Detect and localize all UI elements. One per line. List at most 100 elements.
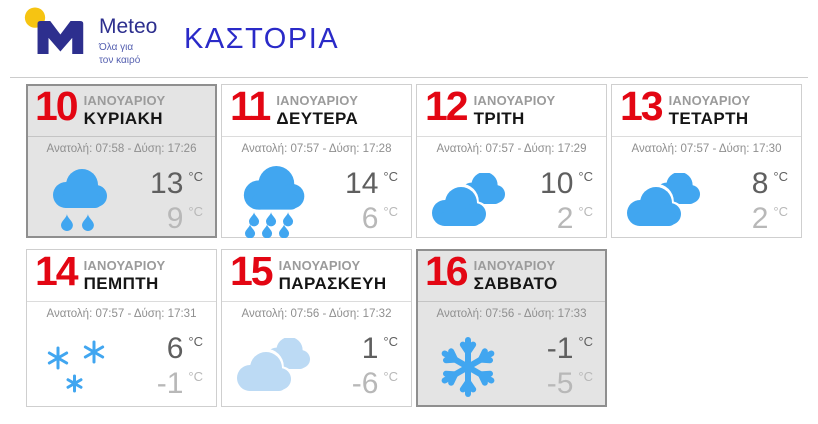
- month-label: ΙΑΝΟΥΑΡΙΟΥ: [473, 93, 556, 108]
- month-label: ΙΑΝΟΥΑΡΙΟΥ: [668, 93, 751, 108]
- temp-unit: °C: [578, 169, 593, 185]
- month-label: ΙΑΝΟΥΑΡΙΟΥ: [473, 258, 556, 273]
- temp-unit: °C: [383, 334, 398, 350]
- month-label: ΙΑΝΟΥΑΡΙΟΥ: [83, 258, 166, 273]
- date-number: 13: [620, 83, 664, 129]
- snow-light-icon: [35, 335, 121, 399]
- header-divider: [10, 77, 808, 78]
- day-card-body: -1 °C -5 °C: [425, 327, 598, 407]
- high-temp: -1 °C: [546, 332, 593, 366]
- temperatures: 13 °C 9 °C: [121, 169, 208, 234]
- temp-unit: °C: [188, 369, 203, 384]
- temperatures: -1 °C -5 °C: [511, 334, 598, 399]
- high-temp: 13 °C: [150, 167, 203, 201]
- day-card[interactable]: 10 ΙΑΝΟΥΑΡΙΟΥ ΚΥΡΙΑΚΗ Ανατολή: 07:58 - Δ…: [26, 84, 217, 238]
- card-divider: [612, 136, 801, 137]
- day-card-body: 13 °C 9 °C: [35, 162, 208, 242]
- date-number: 16: [425, 248, 469, 294]
- date-text: ΙΑΝΟΥΑΡΙΟΥ ΤΕΤΑΡΤΗ: [669, 90, 751, 129]
- temp-unit: °C: [773, 204, 788, 219]
- clouds-pale-icon: [230, 338, 318, 396]
- meteo-logo[interactable]: Meteo Όλα για τον καιρό: [24, 6, 157, 67]
- day-card-body: 14 °C 6 °C: [230, 162, 403, 242]
- temp-unit: °C: [383, 369, 398, 384]
- sunrise-sunset: Ανατολή: 07:56 - Δύση: 17:32: [241, 308, 392, 320]
- day-card[interactable]: 11 ΙΑΝΟΥΑΡΙΟΥ ΔΕΥΤΕΡΑ Ανατολή: 07:57 - Δ…: [221, 84, 412, 238]
- date-number: 10: [35, 83, 79, 129]
- page-title: ΚΑΣΤΟΡΙΑ: [184, 23, 340, 55]
- low-temp: 2 °C: [751, 202, 788, 235]
- day-card[interactable]: 13 ΙΑΝΟΥΑΡΙΟΥ ΤΕΤΑΡΤΗ Ανατολή: 07:57 - Δ…: [611, 84, 802, 238]
- low-temp: -5 °C: [546, 367, 593, 400]
- day-name: ΚΥΡΙΑΚΗ: [83, 109, 163, 128]
- temp-unit: °C: [383, 204, 398, 219]
- card-divider: [222, 136, 411, 137]
- date-number: 12: [425, 83, 469, 129]
- low-temp: 2 °C: [556, 202, 593, 235]
- high-temp: 6 °C: [166, 332, 203, 366]
- high-temp: 14 °C: [345, 167, 398, 201]
- day-card-header: 16 ΙΑΝΟΥΑΡΙΟΥ ΣΑΒΒΑΤΟ: [425, 248, 598, 297]
- month-label: ΙΑΝΟΥΑΡΙΟΥ: [83, 93, 166, 108]
- sunrise-sunset: Ανατολή: 07:57 - Δύση: 17:28: [241, 143, 392, 155]
- day-card[interactable]: 15 ΙΑΝΟΥΑΡΙΟΥ ΠΑΡΑΣΚΕΥΗ Ανατολή: 07:56 -…: [221, 249, 412, 407]
- date-text: ΙΑΝΟΥΑΡΙΟΥ ΤΡΙΤΗ: [474, 90, 556, 129]
- high-temp: 8 °C: [751, 167, 788, 201]
- card-divider: [417, 136, 606, 137]
- sunrise-sunset: Ανατολή: 07:56 - Δύση: 17:33: [436, 308, 587, 320]
- day-name: ΔΕΥΤΕΡΑ: [276, 109, 359, 128]
- date-text: ΙΑΝΟΥΑΡΙΟΥ ΔΕΥΤΕΡΑ: [276, 90, 358, 129]
- card-divider: [28, 136, 215, 137]
- temp-unit: °C: [188, 204, 203, 219]
- site-header: Meteo Όλα για τον καιρό ΚΑΣΤΟΡΙΑ: [0, 0, 818, 77]
- day-name: ΠΕΜΠΤΗ: [83, 274, 159, 293]
- brand-tagline: Όλα για τον καιρό: [99, 42, 141, 66]
- card-divider: [27, 301, 216, 302]
- day-card-body: 6 °C -1 °C: [35, 327, 208, 407]
- day-name: ΣΑΒΒΑΤΟ: [473, 274, 558, 293]
- temperatures: 6 °C -1 °C: [121, 334, 208, 399]
- day-card[interactable]: 14 ΙΑΝΟΥΑΡΙΟΥ ΠΕΜΠΤΗ Ανατολή: 07:57 - Δύ…: [26, 249, 217, 407]
- rain-light-icon: [35, 169, 121, 235]
- day-card-body: 1 °C -6 °C: [230, 327, 403, 407]
- card-divider: [418, 301, 605, 302]
- date-number: 15: [230, 248, 274, 294]
- logo-text: Meteo Όλα για τον καιρό: [99, 6, 157, 67]
- temp-unit: °C: [578, 334, 593, 350]
- low-temp: 6 °C: [361, 202, 398, 235]
- day-card[interactable]: 16 ΙΑΝΟΥΑΡΙΟΥ ΣΑΒΒΑΤΟ Ανατολή: 07:56 - Δ…: [416, 249, 607, 407]
- snowflake-icon: [425, 337, 511, 397]
- low-temp: -6 °C: [351, 367, 398, 400]
- date-number: 11: [230, 83, 271, 129]
- temp-unit: °C: [188, 169, 203, 185]
- date-text: ΙΑΝΟΥΑΡΙΟΥ ΠΑΡΑΣΚΕΥΗ: [279, 255, 387, 294]
- day-card-header: 14 ΙΑΝΟΥΑΡΙΟΥ ΠΕΜΠΤΗ: [35, 251, 208, 297]
- card-divider: [222, 301, 411, 302]
- month-label: ΙΑΝΟΥΑΡΙΟΥ: [278, 258, 361, 273]
- day-card-header: 15 ΙΑΝΟΥΑΡΙΟΥ ΠΑΡΑΣΚΕΥΗ: [230, 248, 403, 297]
- date-text: ΙΑΝΟΥΑΡΙΟΥ ΠΕΜΠΤΗ: [84, 255, 166, 294]
- low-temp: 9 °C: [166, 202, 203, 235]
- day-card-header: 12 ΙΑΝΟΥΑΡΙΟΥ ΤΡΙΤΗ: [425, 83, 598, 132]
- day-name: ΠΑΡΑΣΚΕΥΗ: [278, 274, 387, 293]
- day-card-header: 11 ΙΑΝΟΥΑΡΙΟΥ ΔΕΥΤΕΡΑ: [230, 83, 403, 132]
- day-card-header: 10 ΙΑΝΟΥΑΡΙΟΥ ΚΥΡΙΑΚΗ: [35, 83, 208, 132]
- temp-unit: °C: [188, 334, 203, 350]
- day-card[interactable]: 12 ΙΑΝΟΥΑΡΙΟΥ ΤΡΙΤΗ Ανατολή: 07:57 - Δύσ…: [416, 84, 607, 238]
- high-temp: 1 °C: [361, 332, 398, 366]
- temperatures: 14 °C 6 °C: [316, 169, 403, 234]
- sunrise-sunset: Ανατολή: 07:57 - Δύση: 17:30: [631, 143, 782, 155]
- date-text: ΙΑΝΟΥΑΡΙΟΥ ΚΥΡΙΑΚΗ: [84, 90, 166, 129]
- temperatures: 10 °C 2 °C: [513, 169, 598, 234]
- temp-unit: °C: [578, 369, 593, 384]
- sunrise-sunset: Ανατολή: 07:57 - Δύση: 17:29: [436, 143, 587, 155]
- day-card-body: 8 °C 2 °C: [620, 162, 793, 242]
- low-temp: -1 °C: [156, 367, 203, 400]
- brand-name: Meteo: [99, 15, 158, 38]
- sunrise-sunset: Ανατολή: 07:57 - Δύση: 17:31: [46, 308, 197, 320]
- temp-unit: °C: [383, 169, 398, 185]
- sunrise-sunset: Ανατολή: 07:58 - Δύση: 17:26: [46, 143, 197, 155]
- temp-unit: °C: [773, 169, 788, 185]
- temp-unit: °C: [578, 204, 593, 219]
- clouds-icon: [425, 173, 513, 231]
